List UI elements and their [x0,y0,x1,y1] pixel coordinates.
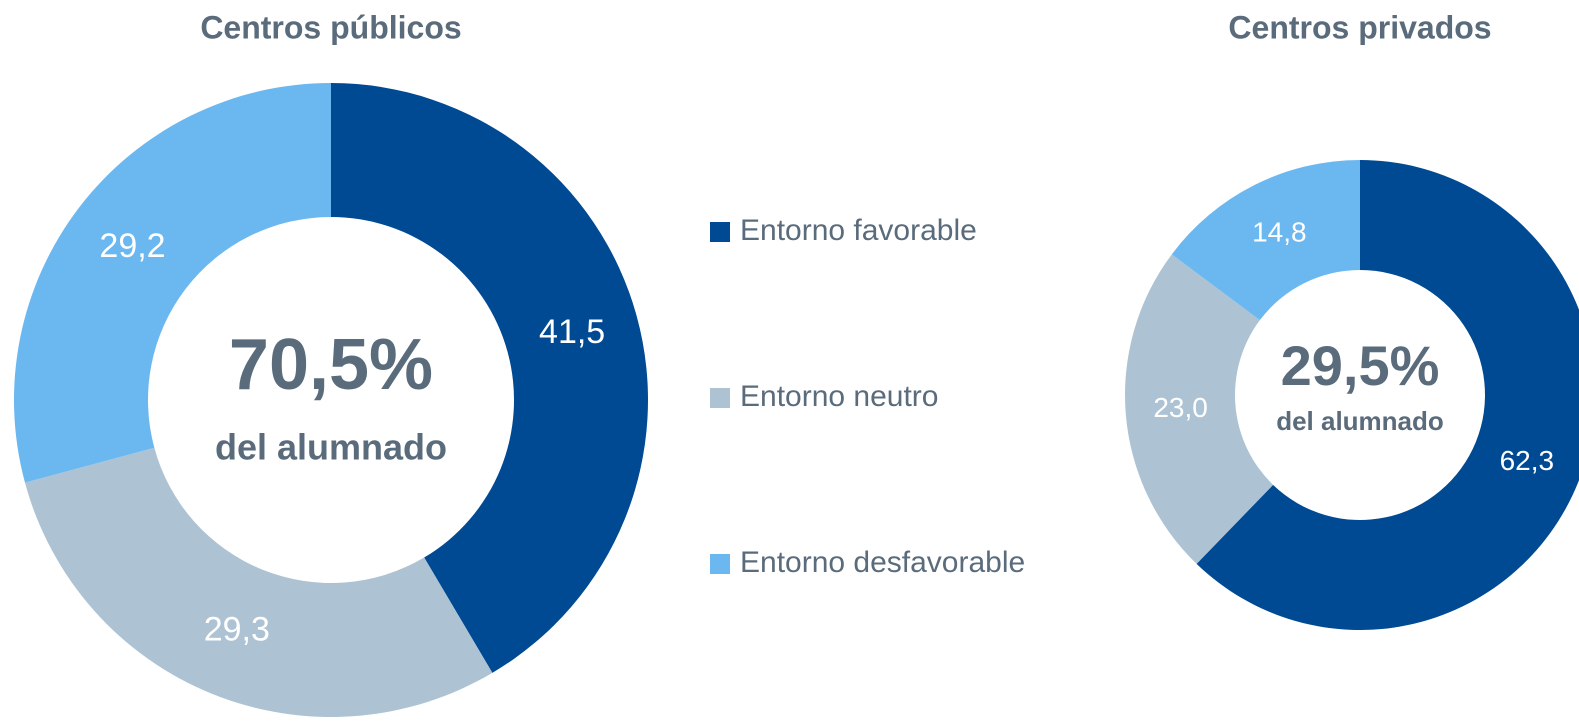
legend-swatch [710,222,730,242]
center-label: 29,5% [1281,334,1440,397]
legend-label: Entorno desfavorable [740,546,1025,579]
data-label: 14,8 [1252,216,1307,247]
donut-segment [14,83,332,483]
chart-title: Centros privados [1228,9,1491,45]
donut-segment [1124,254,1274,564]
data-label: 62,3 [1500,445,1555,476]
data-label: 23,0 [1153,392,1208,423]
legend-swatch [710,554,730,574]
data-label: 29,3 [204,611,270,649]
data-label: 41,5 [539,313,605,351]
chart-title: Centros públicos [200,9,461,45]
donut-segment [331,83,649,673]
donut-segment [1171,160,1360,321]
donut-segment [1196,160,1579,630]
legend-label: Entorno neutro [740,380,938,413]
legend-label: Entorno favorable [740,214,977,247]
center-sublabel: del alumnado [215,427,447,468]
center-label: 70,5% [229,325,433,405]
center-sublabel: del alumnado [1276,406,1444,436]
donut-segment [24,447,493,717]
data-label: 29,2 [99,227,165,265]
legend-swatch [710,388,730,408]
